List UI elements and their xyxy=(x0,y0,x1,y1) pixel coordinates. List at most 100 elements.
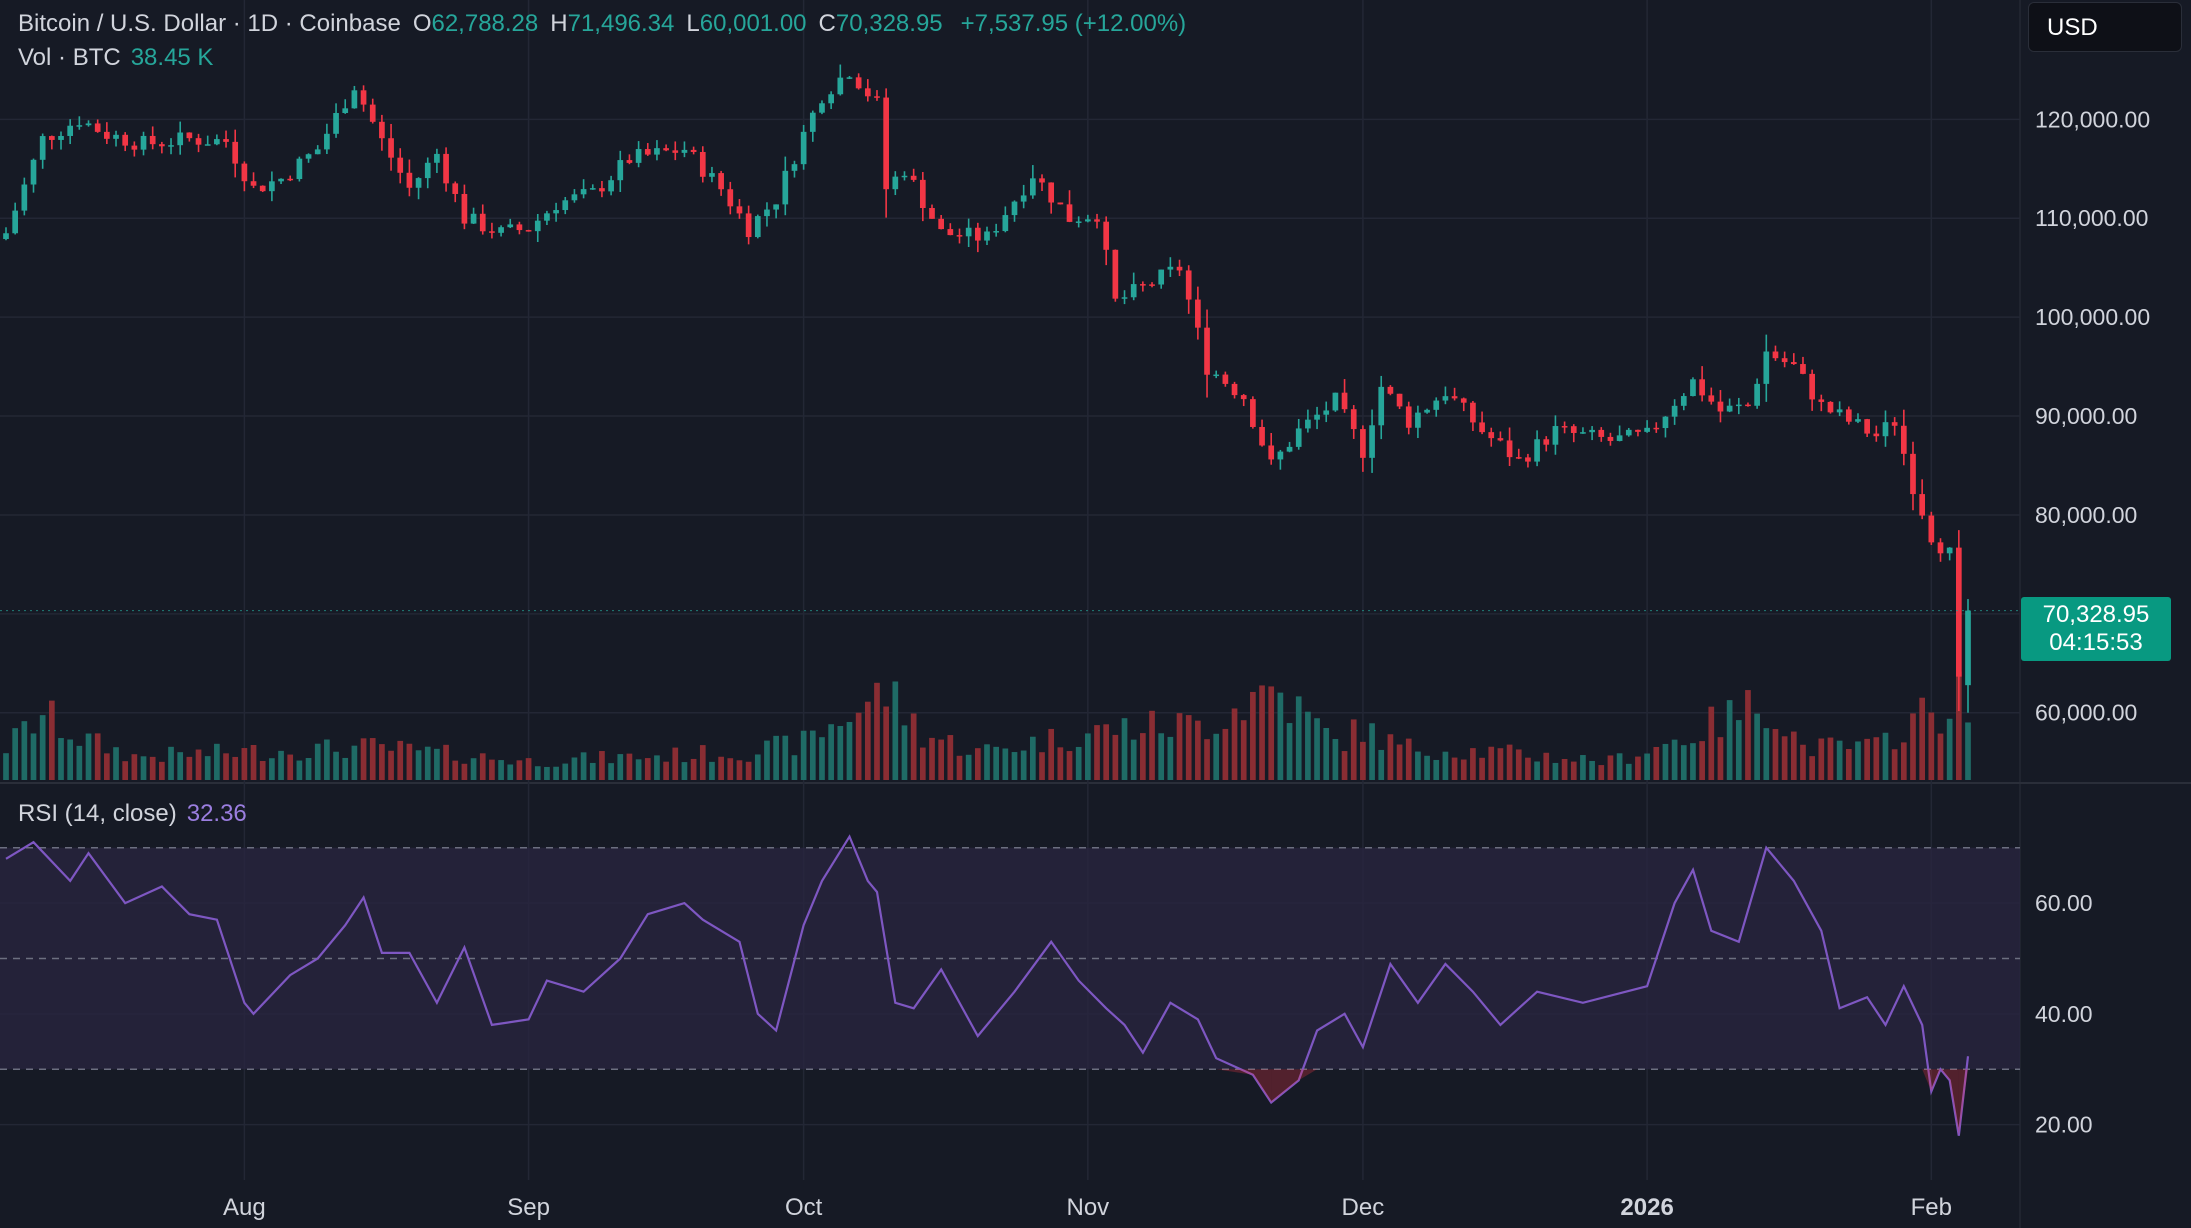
volume-bar xyxy=(186,756,193,780)
volume-bar xyxy=(544,766,550,780)
candle-body xyxy=(1011,201,1018,216)
candle-body xyxy=(1827,401,1834,413)
volume-bar xyxy=(443,744,449,780)
rsi-oversold-fill xyxy=(1940,1069,1950,1081)
volume-bar xyxy=(278,750,284,780)
symbol-legend[interactable]: Bitcoin / U.S. Dollar · 1D · Coinbase O62… xyxy=(18,10,1186,38)
rsi-series-line xyxy=(5,834,1970,1136)
rsi-legend[interactable]: RSI (14, close) 32.36 xyxy=(18,800,247,828)
candle-body xyxy=(1369,425,1375,458)
volume-bar xyxy=(1891,749,1898,780)
volume-legend[interactable]: Vol · BTC 38.45 K xyxy=(18,44,213,72)
volume-bar xyxy=(1653,746,1660,780)
candle-body xyxy=(1470,402,1476,423)
volume-bar xyxy=(140,756,147,780)
candle-body xyxy=(1662,416,1669,429)
candle-body xyxy=(1497,438,1504,441)
candle-body xyxy=(241,163,248,182)
candle-body xyxy=(626,160,633,163)
volume-bar xyxy=(489,759,495,780)
volume-bar xyxy=(1534,761,1540,780)
volume-bar xyxy=(1360,741,1366,780)
candle-body xyxy=(1323,410,1330,415)
candle-body xyxy=(1946,547,1953,554)
candle-body xyxy=(1094,219,1100,222)
volume-bar xyxy=(984,744,990,780)
symbol-name[interactable]: Bitcoin / U.S. Dollar · 1D · Coinbase xyxy=(18,10,401,37)
volume-bar xyxy=(901,725,908,780)
candle-body xyxy=(214,139,220,145)
volume-bar xyxy=(910,713,917,780)
volume-bar xyxy=(1690,743,1696,780)
candle-body xyxy=(1149,284,1155,286)
volume-bar xyxy=(1543,752,1550,780)
candle-body xyxy=(534,220,541,232)
volume-bar xyxy=(1836,740,1843,780)
volume-bar xyxy=(1250,691,1256,780)
time-tick-label: Oct xyxy=(785,1194,823,1221)
time-tick-label: Feb xyxy=(1911,1194,1952,1221)
candle-body xyxy=(1928,515,1935,543)
volume-bar xyxy=(48,700,55,780)
volume-bar xyxy=(195,749,202,780)
candle-body xyxy=(1350,409,1357,430)
volume-bar xyxy=(1882,732,1889,780)
volume-bar xyxy=(608,763,614,780)
volume-bar xyxy=(938,739,945,780)
candle-body xyxy=(809,112,816,132)
volume-bar xyxy=(30,733,37,780)
volume-bar xyxy=(837,726,844,780)
volume-bar xyxy=(104,753,110,780)
candle-body xyxy=(910,175,917,180)
candle-body xyxy=(1864,419,1870,434)
candle-body xyxy=(1882,422,1889,437)
volume-bar xyxy=(1965,722,1971,780)
volume-bar xyxy=(516,760,523,780)
rsi-oversold-fill xyxy=(1216,1069,1253,1075)
price-tick-label: 80,000.00 xyxy=(2035,502,2137,528)
volume-bar xyxy=(94,733,101,780)
volume-bar xyxy=(369,738,376,780)
candle-body xyxy=(1314,414,1320,420)
candle-body xyxy=(388,138,394,158)
candle-body xyxy=(819,103,825,113)
volume-bar xyxy=(1002,748,1009,780)
volume-bar xyxy=(1772,729,1779,780)
candle-body xyxy=(553,210,559,214)
volume-bar xyxy=(791,755,798,780)
volume-bar xyxy=(1928,712,1935,780)
candle-body xyxy=(333,113,339,134)
candle-body xyxy=(1955,547,1962,677)
volume-bar xyxy=(828,724,834,780)
candle-body xyxy=(1745,404,1751,407)
candle-body xyxy=(1020,195,1027,202)
candle-body xyxy=(1543,439,1550,445)
volume-bar xyxy=(39,715,46,780)
volume-bar xyxy=(131,754,138,780)
volume-bar xyxy=(745,761,752,780)
volume-bar xyxy=(1314,718,1320,780)
rsi-value: 32.36 xyxy=(186,800,247,827)
volume-bar xyxy=(699,745,706,780)
volume-bar xyxy=(388,750,394,780)
currency-button[interactable]: USD xyxy=(2028,2,2182,52)
candle-body xyxy=(1790,362,1797,365)
volume-bar xyxy=(305,757,312,780)
volume-bar xyxy=(764,740,770,780)
time-tick-label: Sep xyxy=(507,1194,550,1221)
volume-bar xyxy=(1350,719,1357,780)
candle-body xyxy=(1607,436,1614,441)
candle-body xyxy=(1250,399,1256,427)
volume-bar xyxy=(397,740,404,780)
rsi-label: RSI (14, close) xyxy=(18,800,177,827)
candle-body xyxy=(1900,425,1907,454)
volume-bar xyxy=(1387,734,1394,780)
candle-body xyxy=(589,188,596,190)
candle-body xyxy=(58,135,64,140)
price-change: +7,537.95 (+12.00%) xyxy=(960,10,1187,37)
rsi-oversold-fill xyxy=(1958,1069,1968,1136)
ohlc-open-value: 62,788.28 xyxy=(431,10,539,37)
volume-bar xyxy=(296,760,303,780)
candle-body xyxy=(168,145,174,147)
